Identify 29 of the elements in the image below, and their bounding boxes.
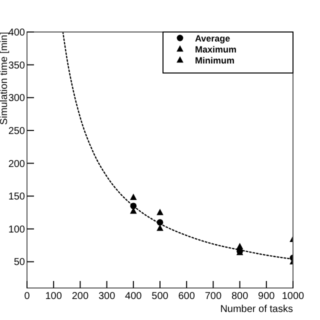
y-tick-label: 350 bbox=[8, 60, 26, 72]
x-tick-label: 800 bbox=[231, 291, 249, 302]
legend-label: Average bbox=[195, 34, 230, 44]
x-axis-title: Number of tasks bbox=[220, 304, 293, 315]
x-tick-label: 0 bbox=[24, 291, 30, 302]
point bbox=[130, 194, 137, 200]
y-tick-label: 150 bbox=[8, 192, 26, 203]
x-tick-label: 900 bbox=[258, 291, 276, 302]
y-tick-label: 200 bbox=[8, 158, 26, 170]
point bbox=[130, 202, 137, 210]
y-tick-label: 300 bbox=[8, 93, 26, 104]
x-tick-label: 100 bbox=[45, 291, 62, 302]
x-tick-label: 400 bbox=[125, 291, 142, 302]
legend-label: Minimum bbox=[195, 56, 234, 66]
x-tick-label: 300 bbox=[98, 291, 116, 302]
y-tick-label: 50 bbox=[14, 257, 26, 268]
y-axis-title: Simulation time [min] bbox=[0, 32, 10, 125]
point bbox=[156, 208, 164, 216]
x-tick-label: 700 bbox=[204, 291, 222, 302]
point bbox=[156, 224, 164, 231]
x-tick-label: 1000 bbox=[282, 291, 305, 302]
x-tick-label: 500 bbox=[152, 291, 169, 302]
legend-label: Maximum bbox=[195, 44, 237, 54]
y-tick-label: 100 bbox=[8, 224, 26, 236]
y-tick-label: 400 bbox=[8, 28, 26, 38]
y-tick-label: 250 bbox=[8, 126, 26, 137]
x-tick-label: 600 bbox=[178, 291, 196, 302]
point bbox=[156, 219, 164, 226]
x-tick-label: 200 bbox=[72, 291, 89, 302]
